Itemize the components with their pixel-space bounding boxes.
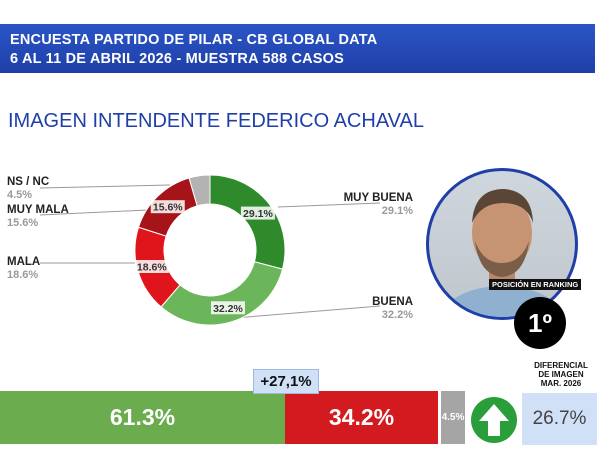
legend-mala-pct: 18.6% [7,269,39,281]
donut-slice-muy-buena [209,174,286,270]
person-photo [426,168,578,320]
hair-shape [472,189,533,223]
legend-muy-buena-label: MUY BUENA [343,192,413,204]
donut-slice-buena [160,261,284,326]
legend-mala: MALA 18.6% [7,256,40,282]
negative-image-value: 34.2% [328,404,395,430]
donut-slice-ns-nc [188,174,211,207]
legend-buena-label: BUENA [372,296,413,308]
person-silhouette [440,189,564,317]
differential-title-line3: MAR. 2026 [540,379,582,388]
differential-title-line2: DE IMAGEN [538,370,584,379]
slice-label-bg [240,206,275,220]
leader-lines [39,184,381,319]
leader-line-buena [234,305,381,319]
leader-line-muy-mala [39,209,149,216]
up-arrow-icon [471,397,517,443]
differential-value: 26.7% [522,393,597,445]
up-arrow-shape [479,404,509,436]
beard-shape [475,241,529,277]
header-title: ENCUESTA PARTIDO DE PILAR - CB GLOBAL DA… [10,32,378,48]
legend-ns-nc-label: NS / NC [7,176,50,188]
legend-muy-mala-pct: 15.6% [7,217,39,229]
difference-badge: +27,1% [253,369,319,394]
slice-label-bg [150,200,185,214]
legend-muy-buena: MUY BUENA 29.1% [330,192,413,218]
slice-value-label: 18.6% [137,262,167,274]
positive-image-value: 61.3% [109,404,176,430]
ranking-label: POSICIÓN EN RANKING [489,279,582,290]
differential-title: DIFERENCIAL DE IMAGEN MAR. 2026 [526,361,596,388]
slice-value-label: 15.6% [153,202,183,214]
chart-title: IMAGEN INTENDENTE FEDERICO ACHAVAL [8,110,424,132]
header-subtitle: 6 AL 11 DE ABRIL 2026 - MUESTRA 588 CASO… [10,51,345,67]
slice-value-label: 32.2% [213,303,243,315]
negative-image-bar: 34.2% [285,391,438,444]
legend-ns-nc-pct: 4.5% [7,189,33,201]
header-banner: ENCUESTA PARTIDO DE PILAR - CB GLOBAL DA… [0,24,595,73]
slice-value-label: 29.1% [243,208,273,220]
differential-title-line1: DIFERENCIAL [534,361,588,370]
ranking-badge: 1º [514,297,566,349]
ns-nc-bar: 4.5% [441,391,465,444]
legend-muy-mala: MUY MALA 15.6% [7,204,69,230]
leader-line-muy-buena [277,202,381,208]
slice-label-bg [134,260,169,274]
leader-line-ns [39,184,171,189]
face-shape [472,195,532,271]
legend-buena: BUENA 32.2% [330,296,413,322]
ns-nc-value: 4.5% [441,412,465,423]
legend-buena-pct: 32.2% [381,309,413,321]
legend-mala-label: MALA [7,256,41,268]
slice-label-bg [210,301,245,315]
positive-image-bar: 61.3% [0,391,285,444]
legend-muy-buena-pct: 29.1% [381,205,413,217]
up-arrow-glyph [479,404,509,436]
legend-muy-mala-label: MUY MALA [7,204,69,216]
legend-ns-nc: NS / NC 4.5% [7,176,49,202]
